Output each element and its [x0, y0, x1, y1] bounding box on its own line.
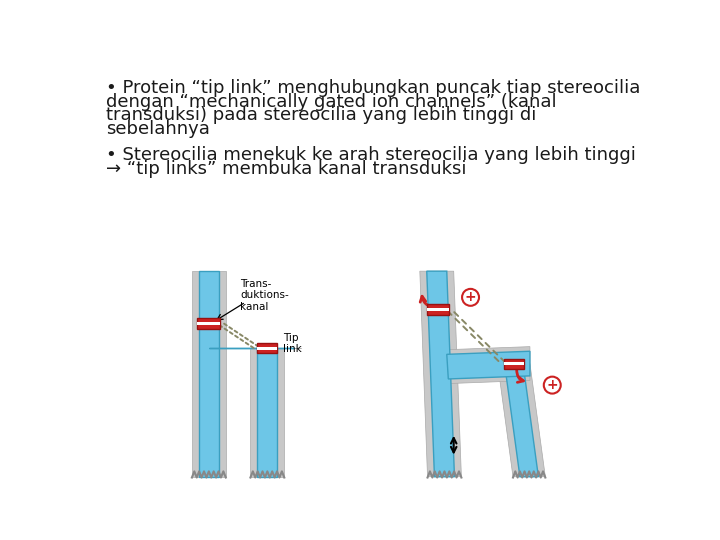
Polygon shape: [420, 271, 462, 477]
Text: +: +: [546, 378, 558, 392]
Polygon shape: [505, 363, 539, 477]
Circle shape: [544, 377, 561, 394]
Polygon shape: [427, 271, 454, 477]
Text: → “tip links” membuka kanal transduksi: → “tip links” membuka kanal transduksi: [106, 160, 466, 178]
Text: dengan “mechanically gated ion channels” (kanal: dengan “mechanically gated ion channels”…: [106, 92, 557, 111]
Polygon shape: [251, 348, 284, 477]
Bar: [428, 304, 449, 315]
Text: sebelahnya: sebelahnya: [106, 120, 210, 138]
Polygon shape: [199, 271, 219, 477]
Text: Tip
link: Tip link: [283, 333, 302, 354]
Text: • Protein “tip link” menghubungkan puncak tiap stereocilia: • Protein “tip link” menghubungkan punca…: [106, 79, 640, 97]
Polygon shape: [447, 351, 530, 379]
Polygon shape: [257, 348, 277, 477]
Text: Trans-
duktions-
kanal: Trans- duktions- kanal: [240, 279, 289, 312]
Bar: [504, 362, 523, 365]
Bar: [257, 347, 277, 350]
Bar: [428, 308, 449, 311]
Bar: [504, 359, 523, 369]
Bar: [197, 318, 220, 329]
Polygon shape: [498, 363, 545, 477]
Bar: [257, 343, 277, 353]
Text: • Stereocilia menekuk ke arah stereocilia yang lebih tinggi: • Stereocilia menekuk ke arah stereocili…: [106, 146, 636, 164]
Text: +: +: [464, 291, 477, 305]
Polygon shape: [447, 347, 530, 383]
Text: transduksi) pada stereocilia yang lebih tinggi di: transduksi) pada stereocilia yang lebih …: [106, 106, 536, 124]
Circle shape: [462, 289, 479, 306]
Polygon shape: [192, 271, 226, 477]
Bar: [197, 322, 220, 325]
